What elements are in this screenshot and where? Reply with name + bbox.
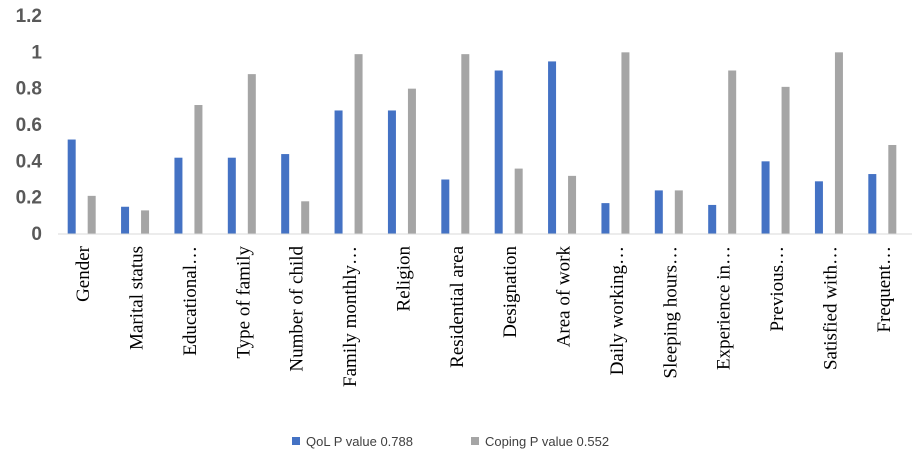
bar-coping-13 [781, 86, 790, 234]
bar-qol-4 [281, 154, 290, 234]
x-tick-label: Family monthly… [340, 246, 361, 387]
x-tick-label: Residential area [447, 245, 468, 367]
bar-coping-3 [247, 74, 256, 234]
legend-swatch [471, 437, 479, 445]
bar-qol-3 [227, 157, 236, 234]
y-tick-label: 0.2 [16, 188, 42, 209]
x-tick-label: Designation [500, 246, 521, 338]
bar-qol-5 [334, 110, 343, 234]
x-tick-label: Gender [73, 245, 94, 302]
legend-label: Coping P value 0.552 [485, 434, 609, 449]
bar-coping-8 [514, 168, 523, 234]
bar-coping-0 [87, 195, 96, 234]
y-tick-label: 0.4 [16, 151, 43, 172]
bar-coping-2 [194, 105, 203, 235]
x-tick-label: Number of child [287, 246, 308, 372]
bar-qol-11 [654, 190, 663, 234]
x-axis: Gender Marital status Educational… Type of … [73, 245, 895, 387]
x-tick-label: Sleeping hours… [660, 246, 681, 378]
x-tick-label: Marital status [127, 246, 148, 350]
legend: QoL P value 0.788 Coping P value 0.552 [292, 434, 609, 449]
y-tick-label: 0.8 [16, 79, 42, 100]
y-tick-label: 1.2 [16, 6, 42, 27]
x-tick-label: Religion [393, 246, 414, 312]
x-tick-label: Educational… [180, 246, 201, 356]
bar-coping-11 [674, 190, 683, 234]
bar-qol-10 [601, 203, 610, 234]
bars [67, 52, 897, 235]
x-tick-label: Area of work [554, 246, 575, 348]
bar-coping-10 [621, 52, 630, 235]
y-axis: 0 0.2 0.4 0.6 0.8 1 1.2 [16, 6, 43, 245]
bar-coping-7 [461, 54, 470, 235]
x-tick-label: Type of family [233, 246, 254, 359]
bar-qol-1 [121, 206, 130, 234]
bar-coping-9 [568, 175, 577, 234]
legend-swatch [292, 437, 300, 445]
bar-qol-14 [814, 181, 823, 234]
bar-coping-1 [141, 210, 150, 234]
bar-coping-5 [354, 54, 363, 235]
bar-qol-13 [761, 161, 770, 234]
bar-coping-14 [834, 52, 843, 235]
bar-qol-0 [67, 139, 76, 234]
x-tick-label: Satisfied with… [820, 246, 841, 370]
x-tick-label: Previous… [767, 246, 788, 332]
bar-coping-6 [407, 88, 416, 235]
bar-qol-12 [708, 204, 717, 234]
bar-coping-4 [301, 201, 310, 234]
bar-qol-9 [548, 61, 557, 234]
y-tick-label: 0.6 [16, 115, 42, 136]
bar-qol-7 [441, 179, 450, 234]
bar-qol-6 [387, 110, 396, 234]
bar-coping-15 [888, 144, 897, 234]
y-tick-label: 1 [31, 42, 42, 63]
bar-qol-15 [868, 174, 877, 234]
x-tick-label: Frequent… [874, 246, 895, 333]
bar-qol-8 [494, 70, 503, 234]
y-tick-label: 0 [31, 224, 42, 245]
x-tick-label: Daily working… [607, 246, 628, 375]
bar-qol-2 [174, 157, 183, 234]
x-tick-label: Experience in… [714, 246, 735, 370]
bar-coping-12 [728, 70, 737, 234]
legend-label: QoL P value 0.788 [306, 434, 413, 449]
